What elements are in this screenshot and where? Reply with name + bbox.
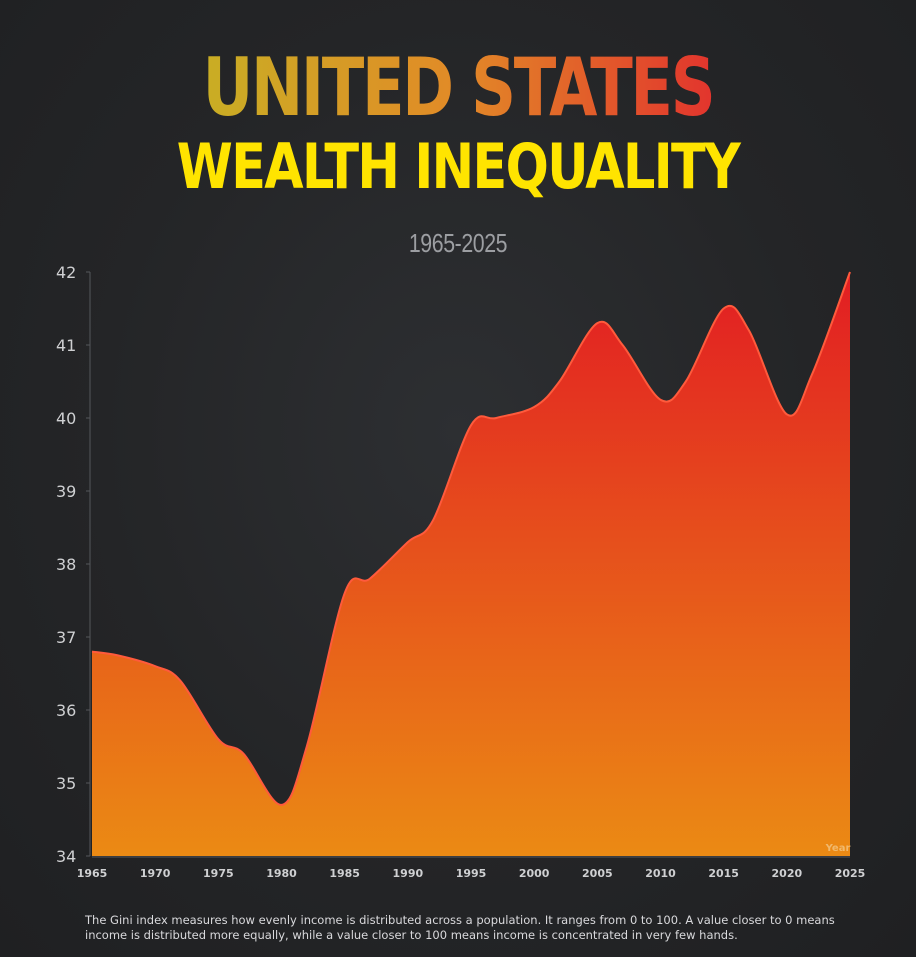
footnote-text: The Gini index measures how evenly incom… bbox=[85, 913, 835, 942]
y-tick-label: 39 bbox=[56, 482, 76, 501]
chart-subtitle: 1965-2025 bbox=[408, 228, 508, 258]
y-tick-label: 41 bbox=[56, 336, 76, 355]
x-tick-label: 2010 bbox=[645, 867, 676, 880]
x-axis: 1965 1970 1975 1980 1985 1990 1995 2000 2005 2010… bbox=[77, 856, 866, 880]
y-tick-label: 38 bbox=[56, 555, 76, 574]
x-tick-label: 1985 bbox=[329, 867, 360, 880]
x-tick-label: 1980 bbox=[266, 867, 297, 880]
gini-line bbox=[91, 271, 851, 806]
x-tick-label: 2015 bbox=[708, 867, 739, 880]
x-tick-label: 1975 bbox=[203, 867, 234, 880]
y-tick-label: 35 bbox=[56, 774, 76, 793]
y-tick-label: 42 bbox=[56, 263, 76, 282]
title-line-1: UNITED STATES bbox=[101, 40, 815, 136]
x-tick-label: 1990 bbox=[393, 867, 424, 880]
x-tick-label: 1965 bbox=[77, 867, 108, 880]
title-line-2: WEALTH INEQUALITY bbox=[176, 130, 741, 203]
y-tick-label: 34 bbox=[56, 847, 76, 866]
x-tick-label: 1995 bbox=[456, 867, 487, 880]
x-axis-label: Year bbox=[825, 843, 851, 854]
gini-area bbox=[92, 272, 850, 856]
x-tick-label: 2000 bbox=[519, 867, 550, 880]
chart-title: UNITED STATES WEALTH INEQUALITY bbox=[0, 40, 916, 204]
x-tick-label: 2020 bbox=[772, 867, 803, 880]
x-tick-label: 2005 bbox=[582, 867, 613, 880]
y-tick-label: 37 bbox=[56, 628, 76, 647]
y-tick-label: 40 bbox=[56, 409, 76, 428]
y-axis: 34 35 36 37 38 39 40 41 42 bbox=[56, 263, 91, 866]
x-tick-label: 2025 bbox=[835, 867, 866, 880]
y-tick-label: 36 bbox=[56, 701, 76, 720]
x-tick-label: 1970 bbox=[140, 867, 171, 880]
